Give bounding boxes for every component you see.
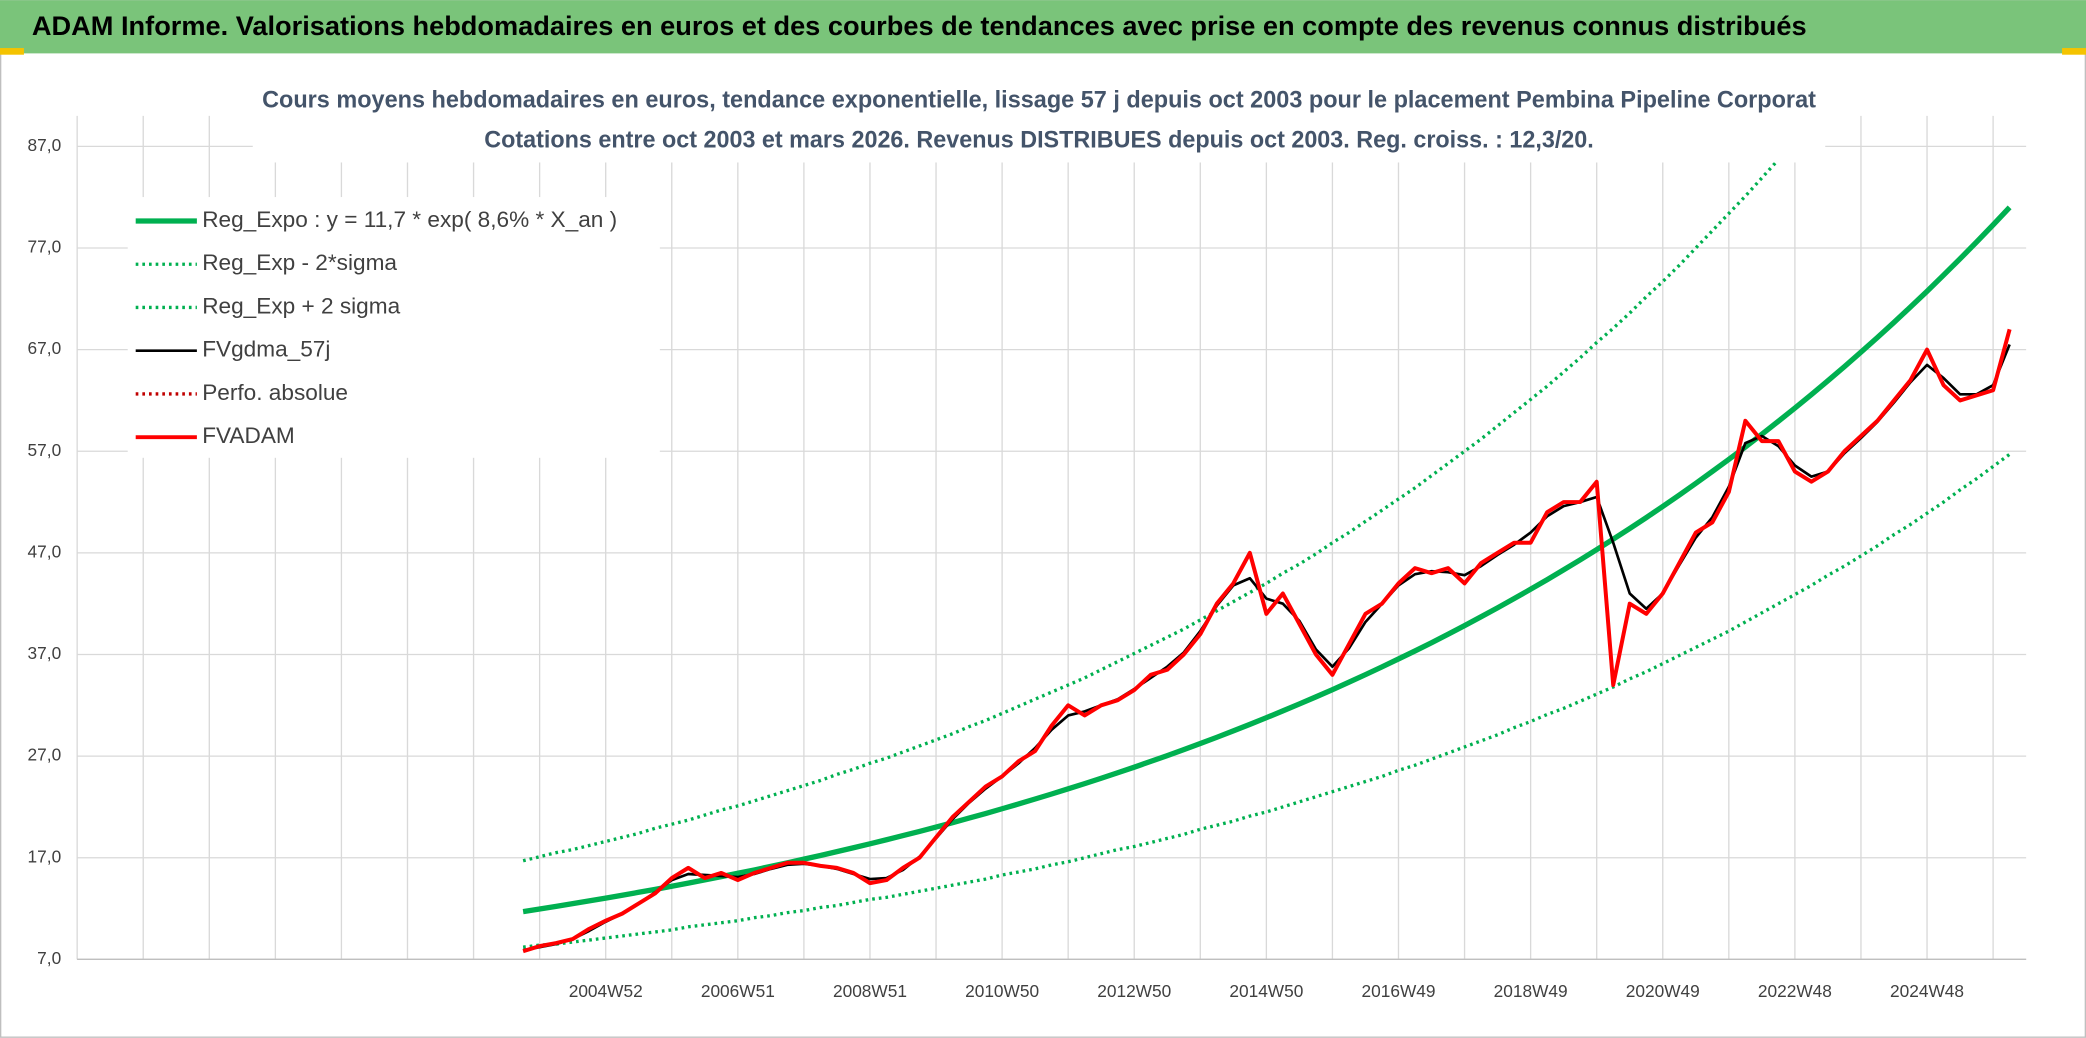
x-tick-label: 2018W49 (1494, 981, 1568, 1001)
y-tick-label: 27,0 (28, 745, 62, 765)
legend-label: Perfo. absolue (202, 380, 348, 405)
x-tick-label: 2008W51 (833, 981, 907, 1001)
corner (0, 48, 24, 55)
series-line (522, 328, 2012, 954)
y-tick-label: 17,0 (28, 846, 62, 866)
legend-label: Reg_Exp + 2 sigma (202, 293, 400, 318)
x-tick-label: 2020W49 (1626, 981, 1700, 1001)
legend-label: Reg_Expo : y = 11,7 * exp( 8,6% * X_an ) (202, 207, 617, 232)
x-tick-label: 2006W51 (701, 981, 775, 1001)
x-tick-label: 2004W52 (569, 981, 643, 1001)
y-tick-label: 57,0 (28, 440, 62, 460)
y-tick-label: 87,0 (28, 135, 62, 155)
x-tick-label: 2022W48 (1758, 981, 1832, 1001)
legend-label: Reg_Exp - 2*sigma (202, 250, 397, 275)
legend-label: FVgdma_57j (202, 337, 330, 362)
chart-title: Cours moyens hebdomadaires en euros, ten… (262, 87, 1816, 114)
x-tick-label: 2010W50 (965, 981, 1039, 1001)
y-tick-label: 47,0 (28, 541, 62, 561)
x-tick-label: 2014W50 (1229, 981, 1303, 1001)
title-bar (0, 0, 2086, 54)
y-tick-label: 67,0 (28, 338, 62, 358)
x-tick-label: 2012W50 (1097, 981, 1171, 1001)
x-tick-label: 2016W49 (1362, 981, 1436, 1001)
series-line (522, 452, 2011, 949)
corner (2062, 48, 2086, 55)
x-tick-label: 2024W48 (1890, 981, 1964, 1001)
y-tick-label: 37,0 (28, 643, 62, 663)
legend-box (127, 197, 660, 458)
chart-subtitle: Cotations entre oct 2003 et mars 2026. R… (484, 127, 1594, 154)
title-box (252, 77, 1826, 163)
plot-area: 7,0 17,0 27,0 37,0 47,0 57,0 67,0 77,0 87,0 2004W… (28, 115, 2027, 1001)
y-tick-label: 7,0 (37, 948, 61, 968)
legend: Reg_Expo : y = 11,7 * exp( 8,6% * X_an )… (127, 197, 660, 458)
y-tick-label: 77,0 (28, 237, 62, 257)
legend-label: FVADAM (202, 423, 295, 448)
page-title: ADAM Informe. Valorisations hebdomadaire… (32, 11, 1807, 41)
